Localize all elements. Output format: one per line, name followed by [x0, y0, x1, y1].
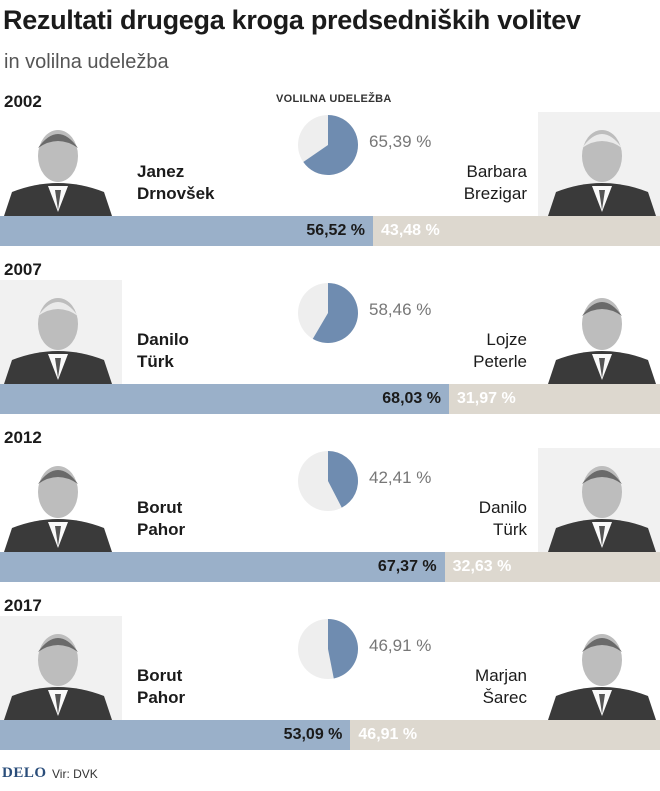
portrait-left-photo: [0, 280, 122, 384]
winner-bar-segment: 56,52 %: [0, 216, 374, 246]
portrait-left-photo: [0, 448, 122, 552]
winner-last-name: Türk: [137, 352, 174, 371]
winner-percent-label: 68,03 %: [382, 390, 441, 407]
runner-up-last-name: Šarec: [482, 688, 527, 707]
chart-title: Rezultati drugega kroga predsedniških vo…: [3, 5, 581, 35]
winner-name: Danilo Türk: [137, 329, 189, 373]
year-label: 2007: [4, 260, 42, 279]
turnout-pie: [297, 282, 359, 344]
year-label: 2017: [4, 596, 42, 615]
runner-up-last-name: Türk: [493, 520, 527, 539]
turnout-pie: [297, 618, 359, 680]
runner-up-percent-label: 31,97 %: [456, 390, 516, 407]
winner-last-name: Pahor: [137, 520, 186, 539]
turnout-pie: [297, 114, 359, 176]
winner-percent-label: 67,37 %: [377, 558, 437, 575]
runner-up-last-name: Peterle: [473, 352, 527, 371]
runner-up-name: Lojze Peterle: [473, 329, 527, 373]
result-bar: 67,37 % 32,63 %: [0, 552, 660, 582]
pie-turnout-slice: [303, 115, 358, 175]
winner-percent-label: 56,52 %: [306, 222, 366, 239]
winner-last-name: Pahor: [137, 688, 186, 707]
runner-up-percent-label: 32,63 %: [452, 558, 512, 575]
portrait-right-photo: [538, 448, 660, 552]
result-bar: 53,09 % 46,91 %: [0, 720, 660, 750]
result-bar: 68,03 % 31,97 %: [0, 384, 660, 414]
winner-first-name: Janez: [137, 162, 185, 181]
winner-bar-segment: 53,09 %: [0, 720, 351, 750]
turnout-label: 65,39 %: [369, 132, 432, 151]
turnout-label: 58,46 %: [369, 300, 432, 319]
pie-turnout-slice: [328, 619, 359, 679]
election-2007: 2007 58,46 % Danilo Türk Lojze Peterle 6…: [0, 260, 660, 428]
winner-first-name: Borut: [137, 498, 183, 517]
runner-up-first-name: Danilo: [478, 498, 527, 517]
winner-name: Borut Pahor: [137, 665, 185, 709]
runner-up-last-name: Brezigar: [463, 184, 527, 203]
winner-name: Borut Pahor: [137, 497, 185, 541]
pie-turnout-slice: [312, 283, 358, 343]
source-note: Vir: DVK: [52, 767, 98, 781]
winner-last-name: Drnovšek: [137, 184, 215, 203]
runner-up-first-name: Marjan: [475, 666, 527, 685]
turnout-label: 46,91 %: [369, 636, 432, 655]
election-2002: 2002 65,39 % Janez Drnovšek Barbara Brez…: [0, 92, 660, 260]
runner-up-bar-segment: 46,91 %: [350, 720, 660, 750]
portrait-right-photo: [538, 616, 660, 720]
runner-up-bar-segment: 43,48 %: [373, 216, 660, 246]
election-2012: 2012 42,41 % Borut Pahor Danilo Türk 67,…: [0, 428, 660, 596]
portrait-right-photo: [538, 112, 660, 216]
runner-up-first-name: Lojze: [486, 330, 527, 349]
delo-logo: DELO: [2, 765, 47, 781]
runner-up-percent-label: 46,91 %: [358, 726, 418, 743]
year-label: 2012: [4, 428, 42, 447]
runner-up-first-name: Barbara: [466, 162, 527, 181]
winner-bar-segment: 67,37 %: [0, 552, 445, 582]
winner-first-name: Danilo: [137, 330, 189, 349]
runner-up-bar-segment: 31,97 %: [448, 384, 660, 414]
winner-percent-label: 53,09 %: [283, 726, 343, 743]
pie-turnout-slice: [328, 451, 358, 508]
turnout-label: 42,41 %: [369, 468, 432, 487]
runner-up-name: Barbara Brezigar: [464, 161, 527, 205]
winner-first-name: Borut: [137, 666, 183, 685]
runner-up-name: Danilo Türk: [479, 497, 527, 541]
year-label: 2002: [4, 92, 42, 111]
runner-up-name: Marjan Šarec: [475, 665, 527, 709]
portrait-left-photo: [0, 616, 122, 720]
runner-up-percent-label: 43,48 %: [381, 222, 440, 239]
turnout-pie: [297, 450, 359, 512]
portrait-left-photo: [0, 112, 122, 216]
winner-bar-segment: 68,03 %: [0, 384, 449, 414]
portrait-right-photo: [538, 280, 660, 384]
winner-name: Janez Drnovšek: [137, 161, 214, 205]
result-bar: 56,52 % 43,48 %: [0, 216, 660, 246]
chart-subtitle: in volilna udeležba: [4, 51, 169, 73]
turnout-header: VOLILNA UDELEŽBA: [276, 93, 392, 105]
runner-up-bar-segment: 32,63 %: [444, 552, 660, 582]
election-2017: 2017 46,91 % Borut Pahor Marjan Šarec 53…: [0, 596, 660, 764]
